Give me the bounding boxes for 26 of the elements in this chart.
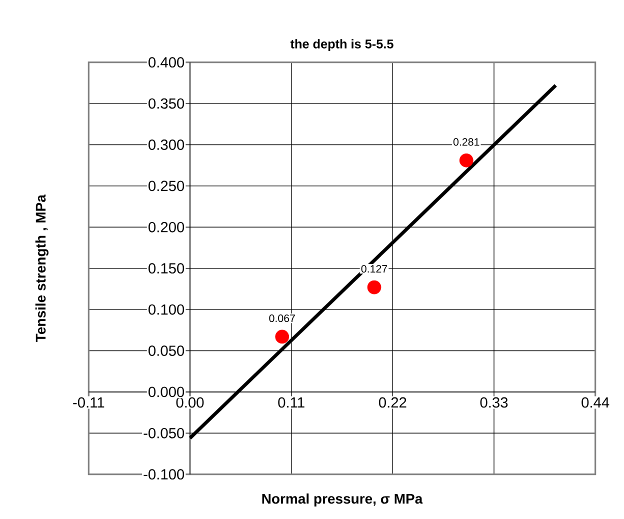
y-tick-label: 0.250 [148,180,184,192]
y-tick-label: 0.200 [148,222,184,232]
x-tick-label: 0.00 [176,397,204,408]
x-tick-label: 0.44 [582,397,610,408]
y-tick-label: 0.100 [148,304,184,315]
data-label: 0.281 [453,138,480,146]
point [459,153,474,168]
x-axis-title: Normal pressure, σ MPa [262,493,423,507]
y-tick-label: 0.000 [148,386,184,398]
point [367,280,382,294]
data-label: 0.127 [361,265,388,273]
y-tick-label: 0.150 [148,263,184,274]
y-tick-label: 0.300 [148,140,184,150]
data-label: 0.067 [269,314,295,322]
x-tick-label: -0.11 [73,397,104,408]
y-tick-label: -0.100 [144,469,184,480]
x-tick-label: 0.33 [480,397,508,408]
chart-title: the depth is 5-5.5 [290,39,394,51]
y-tick-label: 0.400 [148,57,184,68]
y-tick-label: -0.050 [144,428,184,438]
point [275,330,290,344]
x-tick-label: 0.22 [378,397,406,408]
y-axis-title: Tensile strength , MPa [35,194,48,342]
y-tick-label: 0.350 [148,98,184,109]
y-tick-label: 0.050 [148,346,184,356]
x-tick-label: 0.11 [278,397,304,408]
